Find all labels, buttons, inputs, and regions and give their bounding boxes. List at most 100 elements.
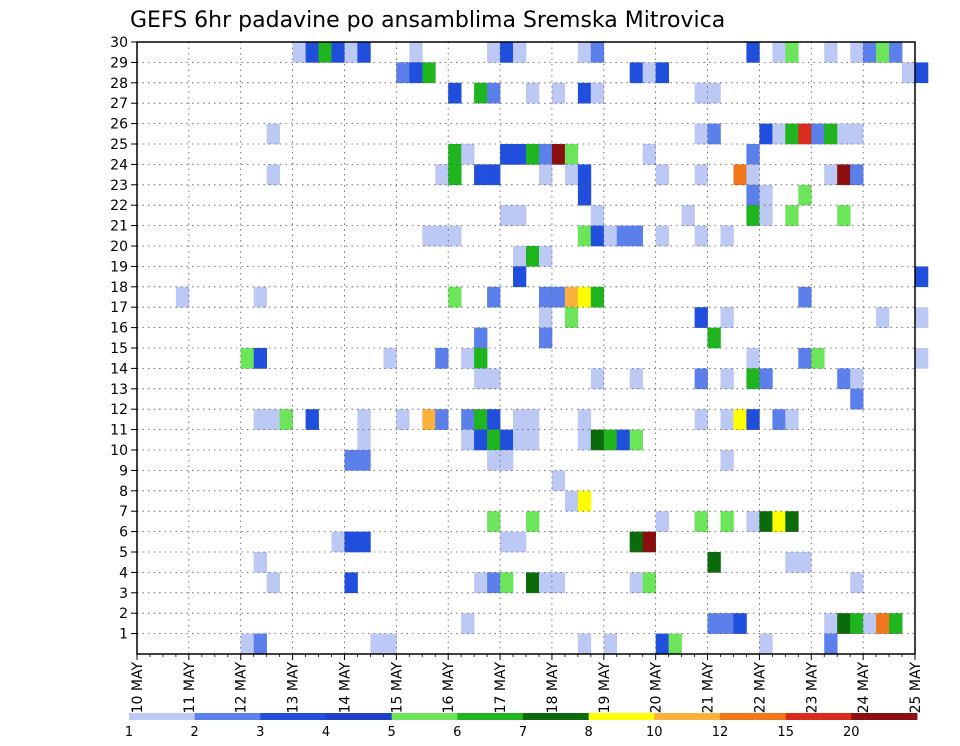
heatmap-cell [642, 572, 656, 594]
heatmap-cell [616, 429, 631, 451]
heatmap-cell [331, 531, 345, 553]
heatmap-cell [915, 307, 929, 328]
heatmap-cell [590, 205, 605, 226]
heatmap-cell [694, 409, 708, 430]
heatmap-cell [448, 164, 462, 186]
y-tick-label: 10 [110, 443, 128, 459]
heatmap-cell [539, 164, 553, 186]
heatmap-cell [746, 164, 760, 186]
heatmap-cell [889, 42, 903, 63]
y-tick-label: 5 [119, 545, 128, 561]
heatmap-cell [850, 388, 864, 410]
heatmap-cell [344, 42, 358, 63]
heatmap-cell [564, 307, 579, 328]
heatmap-cell [707, 123, 721, 145]
y-tick-label: 16 [110, 321, 128, 337]
legend-swatch [720, 713, 787, 720]
heatmap-cell [681, 205, 695, 226]
heatmap-cell [175, 286, 190, 308]
heatmap-cell [707, 552, 721, 573]
y-tick-label: 25 [110, 137, 128, 153]
heatmap-cell [500, 572, 514, 594]
heatmap-cell [590, 82, 605, 104]
y-tick-label: 17 [110, 300, 128, 316]
heatmap-cell [785, 409, 799, 430]
legend-swatch [785, 713, 852, 720]
x-tick-label: 14 MAY [337, 662, 353, 714]
heatmap-cell [785, 205, 799, 226]
color-legend: 1 2 3 4 5 6 7 8 10 12 15 20 [125, 713, 918, 740]
y-tick-label: 30 [110, 35, 128, 51]
legend-swatch [129, 713, 196, 720]
y-tick-label: 14 [110, 361, 128, 377]
heatmap-cell [253, 286, 267, 308]
y-tick-label: 9 [119, 463, 128, 479]
heatmap-cell [513, 246, 527, 267]
x-tick-label: 11 MAY [182, 662, 198, 714]
heatmap-cell [487, 286, 501, 308]
y-tick-label: 24 [110, 157, 128, 173]
heatmap-cell [461, 144, 475, 165]
heatmap-cell [564, 286, 579, 308]
heatmap-cell [707, 613, 721, 634]
heatmap-cell [655, 62, 669, 84]
heatmap-cell [474, 368, 488, 390]
legend-label: 2 [191, 725, 199, 740]
heatmap-cell [396, 62, 410, 84]
heatmap-cell [733, 409, 747, 430]
heatmap-cell [435, 164, 449, 186]
heatmap-cell [694, 164, 708, 186]
heatmap-cell [474, 82, 488, 104]
heatmap-cell [694, 368, 708, 390]
heatmap-cell [915, 348, 929, 369]
legend-swatch [457, 713, 524, 720]
heatmap-cell [798, 184, 812, 206]
heatmap-cell [513, 531, 527, 553]
heatmap-cell [551, 82, 566, 104]
heatmap-cell [850, 572, 864, 594]
heatmap-cell [746, 511, 760, 532]
heatmap-cell [629, 225, 643, 247]
heatmap-cell [564, 164, 579, 186]
heatmap-cell [513, 409, 527, 430]
heatmap-cell [577, 286, 592, 308]
heatmap-cell [331, 42, 345, 63]
y-tick-label: 15 [110, 341, 128, 357]
heatmap-cell [733, 613, 747, 634]
x-tick-label: 18 MAY [545, 662, 561, 714]
legend-swatch [194, 713, 261, 720]
heatmap-cell [409, 42, 423, 63]
heatmap-cell [746, 144, 760, 165]
heatmap-cell [474, 429, 488, 451]
y-tick-label: 18 [110, 280, 128, 296]
heatmap-cell [266, 123, 280, 145]
heatmap-cell [577, 409, 592, 430]
heatmap-cell [487, 368, 501, 390]
heatmap-cell [240, 633, 254, 655]
heatmap-cell [487, 511, 501, 532]
x-tick-label: 24 MAY [856, 662, 872, 714]
heatmap-cell [526, 572, 540, 594]
heatmap-cell [798, 348, 812, 369]
y-tick-label: 7 [119, 504, 128, 520]
heatmap-cell [720, 613, 734, 634]
heatmap-cell [850, 123, 864, 145]
heatmap-cell [759, 633, 773, 655]
heatmap-cell [422, 409, 436, 430]
heatmap-cell [526, 511, 540, 532]
heatmap-cell [396, 409, 410, 430]
x-tick-label: 21 MAY [701, 662, 717, 714]
heatmap-cell [642, 531, 656, 553]
heatmap-cell [590, 225, 605, 247]
heatmap-cell [461, 409, 475, 430]
x-tick-label: 16 MAY [441, 662, 457, 714]
heatmap-cell [746, 348, 760, 369]
heatmap-cell [759, 205, 773, 226]
heatmap-cell [240, 348, 254, 369]
heatmap-cell [655, 225, 669, 247]
heatmap-cell [487, 42, 501, 63]
heatmap-cell [448, 82, 462, 104]
heatmap-cell [785, 511, 799, 532]
heatmap-cell [551, 572, 566, 594]
heatmap-cell [500, 42, 514, 63]
